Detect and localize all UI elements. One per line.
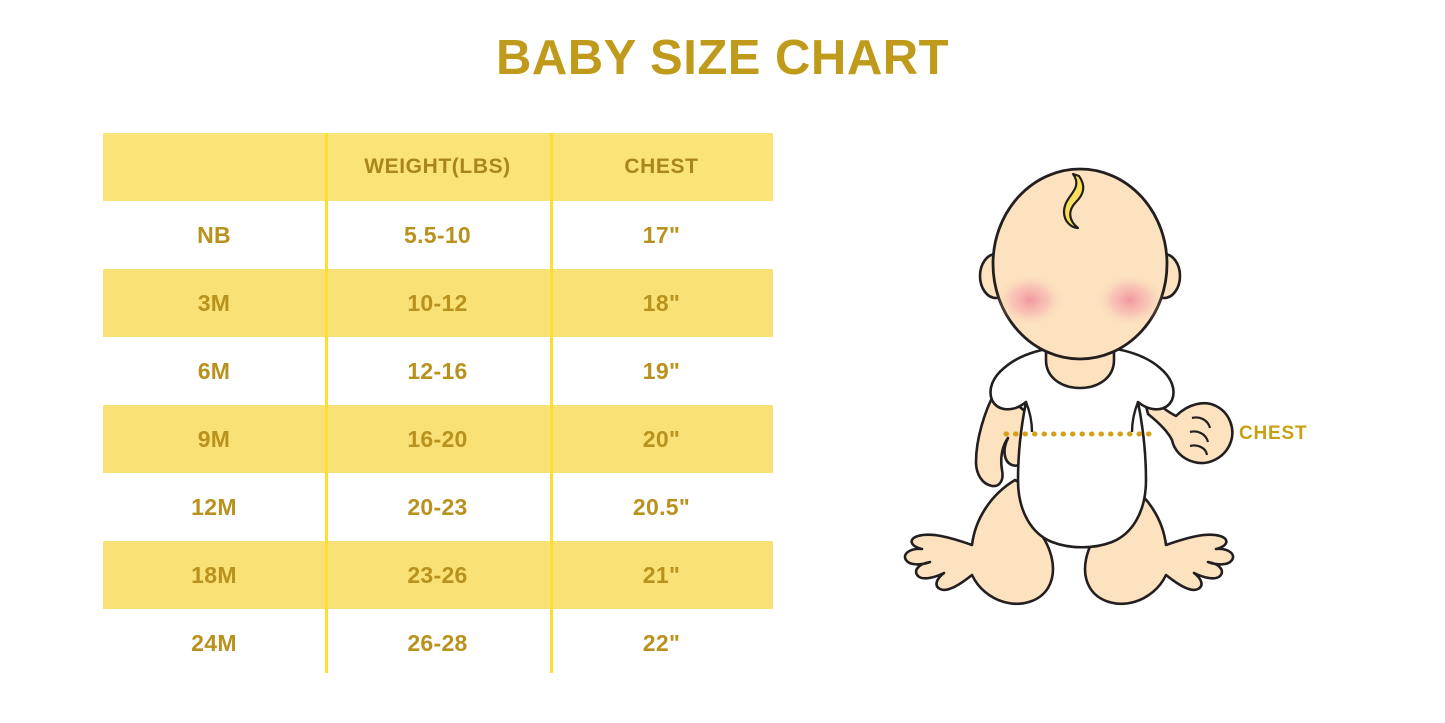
chest-measure-label: CHEST — [1239, 423, 1308, 444]
cell-size: 6M — [197, 357, 231, 384]
baby-hair-curl — [1062, 172, 1085, 230]
cell-size: 9M — [197, 425, 231, 452]
cell-chest: 19" — [642, 357, 681, 384]
table-row: 18M 23-26 21" — [103, 541, 773, 609]
page-title: BABY SIZE CHART — [495, 31, 950, 85]
cell-size: NB — [197, 221, 231, 248]
cell-chest: 17" — [642, 221, 681, 248]
cell-weight: 26-28 — [407, 629, 468, 656]
cell-size: 18M — [191, 561, 237, 588]
column-header-size — [103, 133, 325, 201]
table-row: 3M 10-12 18" — [103, 269, 773, 337]
baby-right-cheek-blush — [1096, 274, 1164, 326]
table-row: 24M 26-28 22" — [103, 609, 773, 677]
cell-weight: 5.5-10 — [403, 221, 471, 248]
cell-chest: 20.5" — [632, 493, 691, 520]
cell-weight: 23-26 — [407, 561, 468, 588]
cell-chest: 20" — [642, 425, 681, 452]
cell-size: 12M — [191, 493, 237, 520]
cell-weight: 10-12 — [407, 289, 468, 316]
baby-onesie — [989, 344, 1175, 549]
table-header-row: WEIGHT(LBS) CHEST — [103, 133, 773, 201]
cell-weight: 16-20 — [407, 425, 468, 452]
cell-chest: 22" — [642, 629, 681, 656]
cell-size: 3M — [197, 289, 231, 316]
cell-size: 24M — [191, 629, 237, 656]
sleeve-seam-left — [1024, 401, 1034, 433]
baby-right-arm — [1140, 388, 1234, 465]
cell-weight: 20-23 — [407, 493, 468, 520]
baby-left-cheek-blush — [996, 274, 1064, 326]
fist-finger-line — [1191, 416, 1212, 429]
size-chart-table: WEIGHT(LBS) CHEST NB 5.5-10 17" 3M 10-12… — [103, 133, 773, 677]
table-row: 9M 16-20 20" — [103, 405, 773, 473]
cell-chest: 21" — [642, 561, 681, 588]
table-row: NB 5.5-10 17" — [103, 201, 773, 269]
sleeve-seam-right — [1130, 401, 1140, 433]
column-divider-line — [325, 133, 328, 673]
table-row: 12M 20-23 20.5" — [103, 473, 773, 541]
sitting-baby-illustration — [903, 167, 1235, 606]
fist-finger-line — [1189, 444, 1209, 456]
column-header-weight: WEIGHT(LBS) — [364, 155, 511, 178]
fist-finger-line — [1189, 430, 1210, 443]
cell-weight: 12-16 — [407, 357, 468, 384]
column-divider-line — [550, 133, 553, 673]
table-row: 6M 12-16 19" — [103, 337, 773, 405]
column-header-chest: CHEST — [624, 155, 699, 178]
cell-chest: 18" — [642, 289, 681, 316]
baby-left-leg — [903, 478, 1055, 606]
